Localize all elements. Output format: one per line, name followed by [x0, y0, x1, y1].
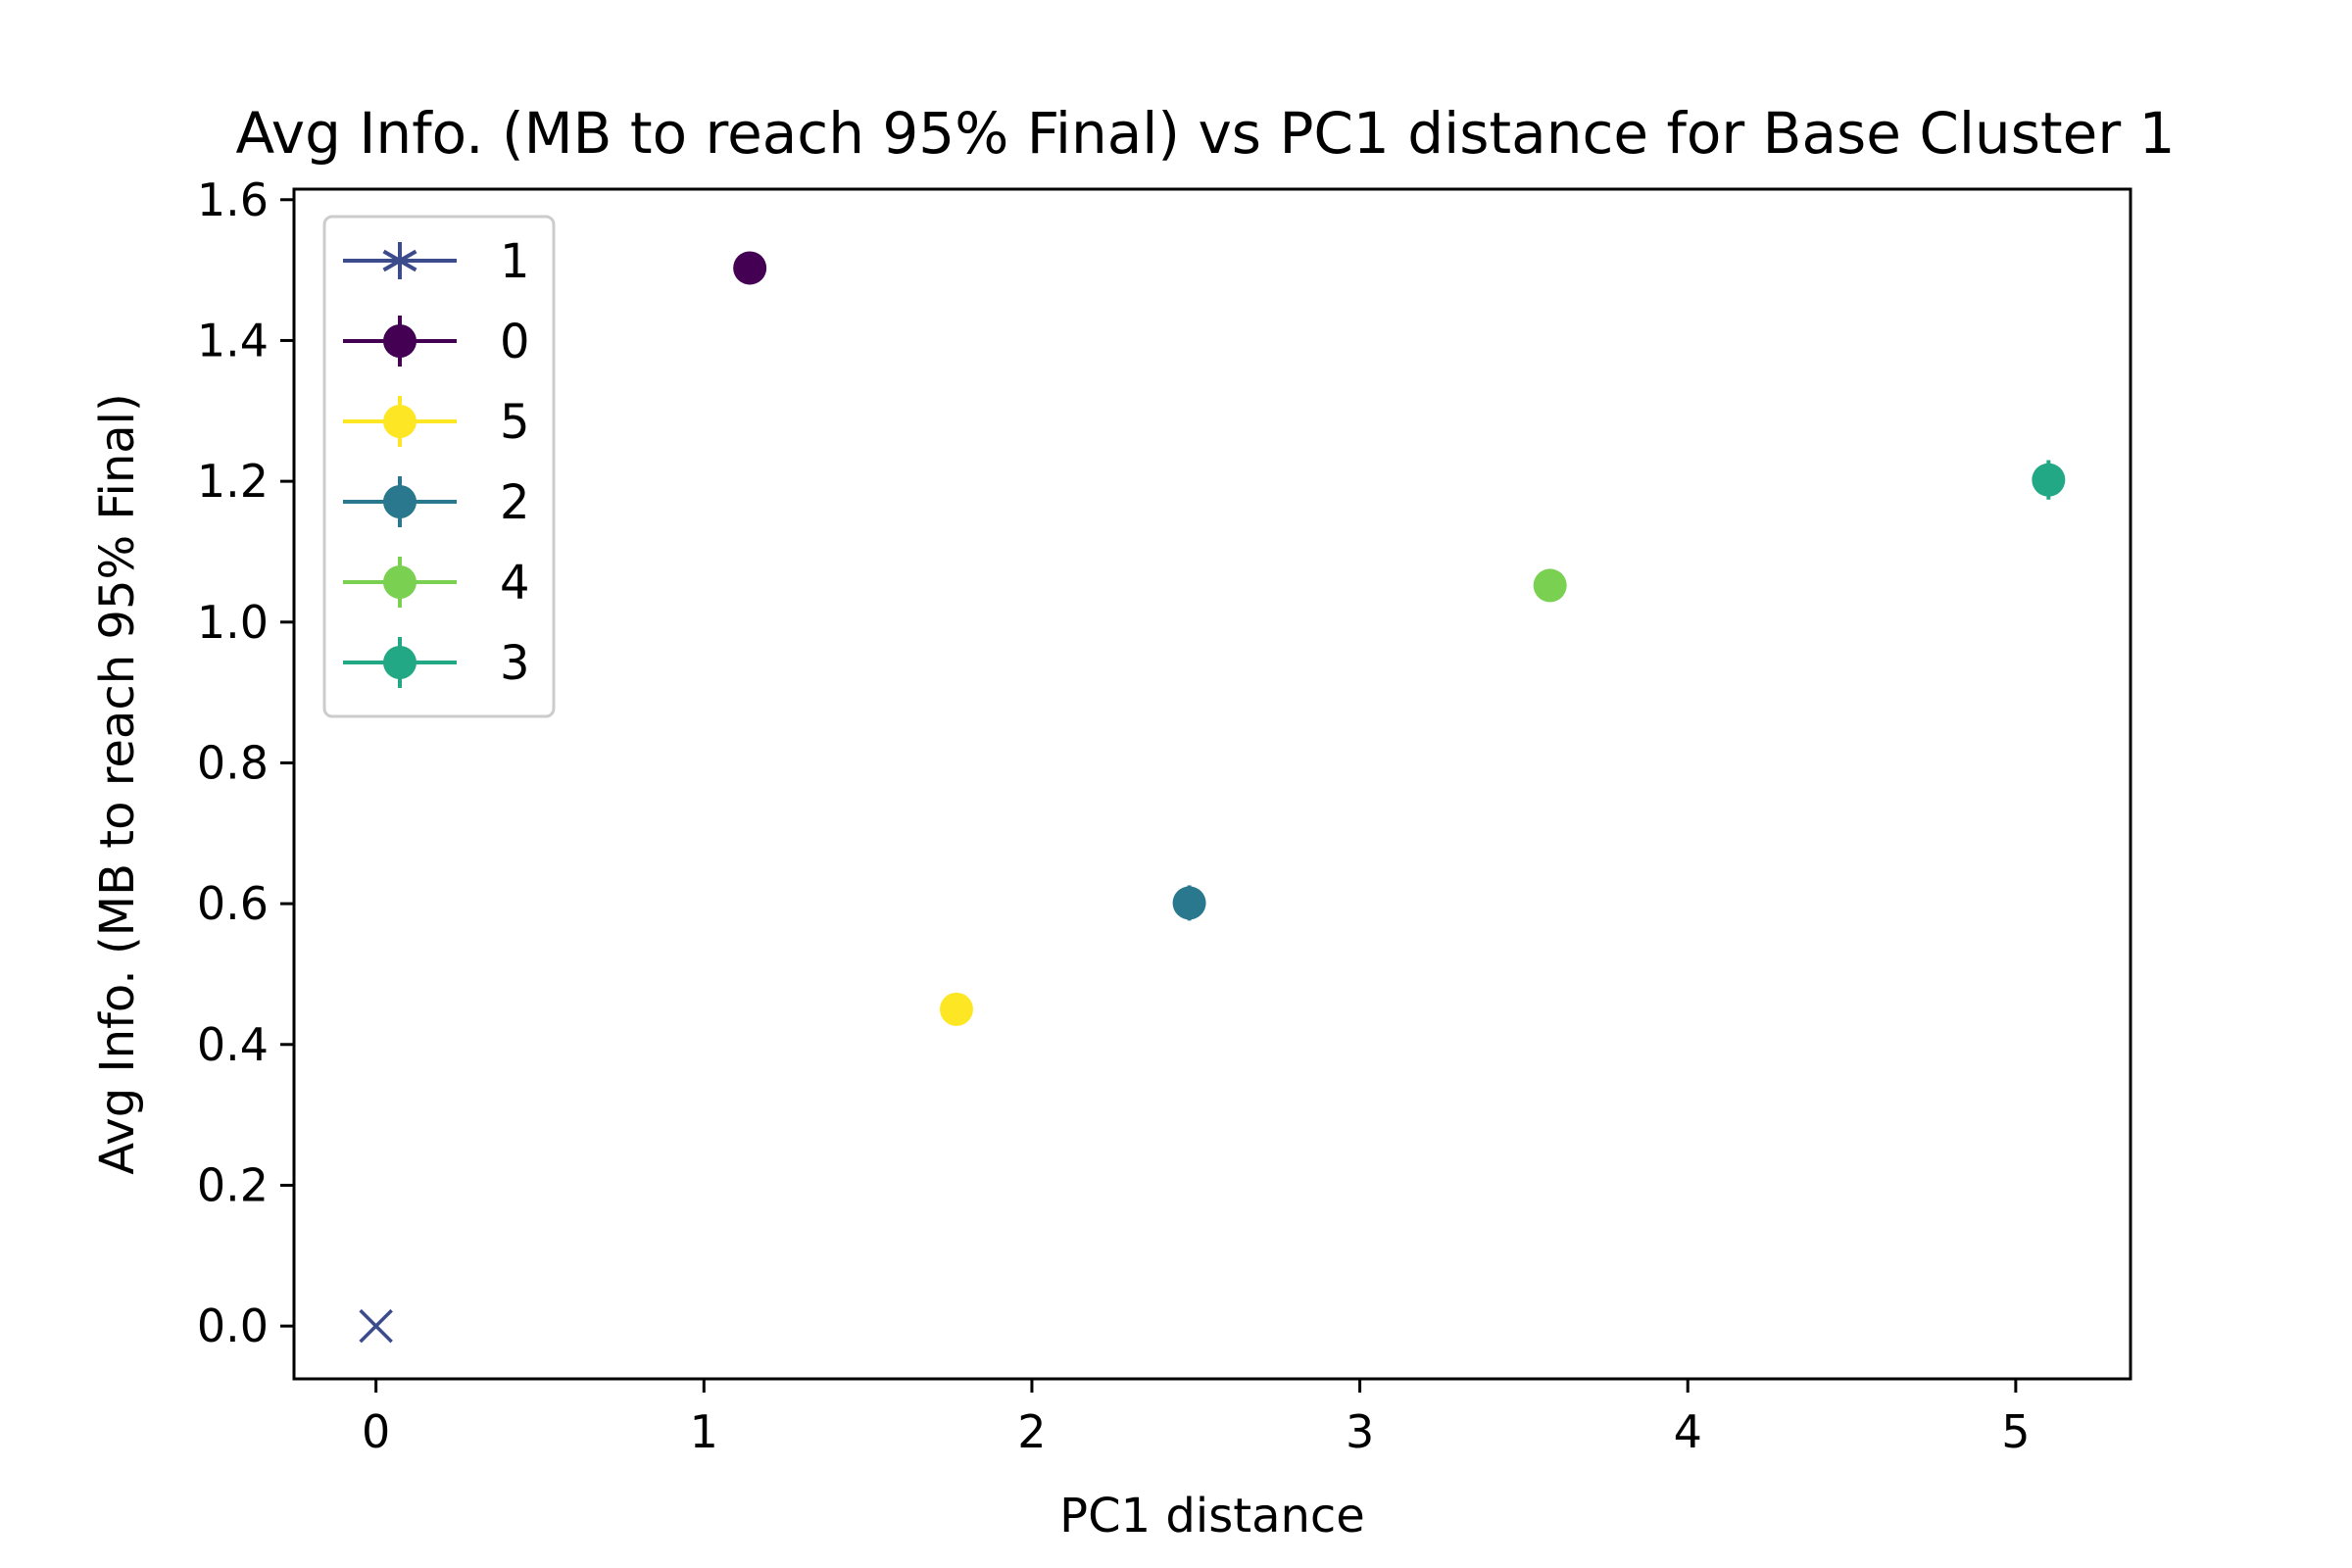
x-tick-label: 3 [1346, 1405, 1374, 1458]
legend-marker-series-0 [383, 324, 416, 358]
legend-label-series-0: 0 [500, 315, 530, 369]
data-point-series-1 [359, 1308, 393, 1344]
x-axis-label: PC1 distance [1059, 1489, 1365, 1544]
legend-label-series-1: 1 [500, 234, 530, 289]
data-point-series-4 [1533, 568, 1567, 603]
legend-entries: 1 0 5 2 4 3 [343, 234, 530, 691]
legend-marker-series-3 [383, 646, 416, 679]
y-tick-label: 1.6 [197, 173, 269, 226]
chart-title: Avg Info. (MB to reach 95% Final) vs PC1… [235, 100, 2175, 167]
x-tick-label: 2 [1017, 1405, 1046, 1458]
y-tick-label: 0.8 [197, 736, 269, 789]
legend-label-series-2: 2 [500, 475, 530, 530]
x-tick-label: 5 [2001, 1405, 2030, 1458]
y-tick-label: 1.0 [197, 596, 269, 649]
plot-frame [292, 187, 2132, 1381]
x-axis-ticks: 0 1 2 3 4 5 [362, 1379, 2031, 1458]
legend-label-series-5: 5 [500, 395, 530, 450]
y-axis-label: Avg Info. (MB to reach 95% Final) [90, 393, 145, 1174]
legend-marker-series-5 [383, 405, 416, 438]
y-tick-label: 0.4 [197, 1018, 269, 1071]
x-tick-label: 1 [690, 1405, 718, 1458]
y-tick-label: 0.6 [197, 877, 269, 930]
legend-label-series-4: 4 [500, 556, 530, 611]
y-axis-ticks: 0.0 0.2 0.4 0.6 0.8 1.0 1.2 1.4 1.6 [197, 173, 294, 1352]
y-tick-label: 0.0 [197, 1299, 269, 1352]
x-tick-label: 4 [1674, 1405, 1702, 1458]
plot-marks [359, 251, 2066, 1344]
legend-marker-series-4 [383, 565, 416, 599]
data-point-series-3 [2032, 463, 2066, 497]
x-tick-label: 0 [362, 1405, 390, 1458]
y-tick-label: 1.4 [197, 314, 269, 367]
data-point-series-2 [1172, 886, 1206, 920]
y-tick-label: 0.2 [197, 1158, 269, 1211]
legend-marker-series-1 [382, 242, 417, 279]
legend-marker-series-2 [383, 485, 416, 518]
y-tick-label: 1.2 [197, 455, 269, 508]
data-point-series-0 [733, 251, 767, 285]
legend: 1 0 5 2 4 3 [322, 215, 556, 718]
data-point-series-5 [939, 992, 973, 1026]
legend-label-series-3: 3 [500, 636, 530, 691]
